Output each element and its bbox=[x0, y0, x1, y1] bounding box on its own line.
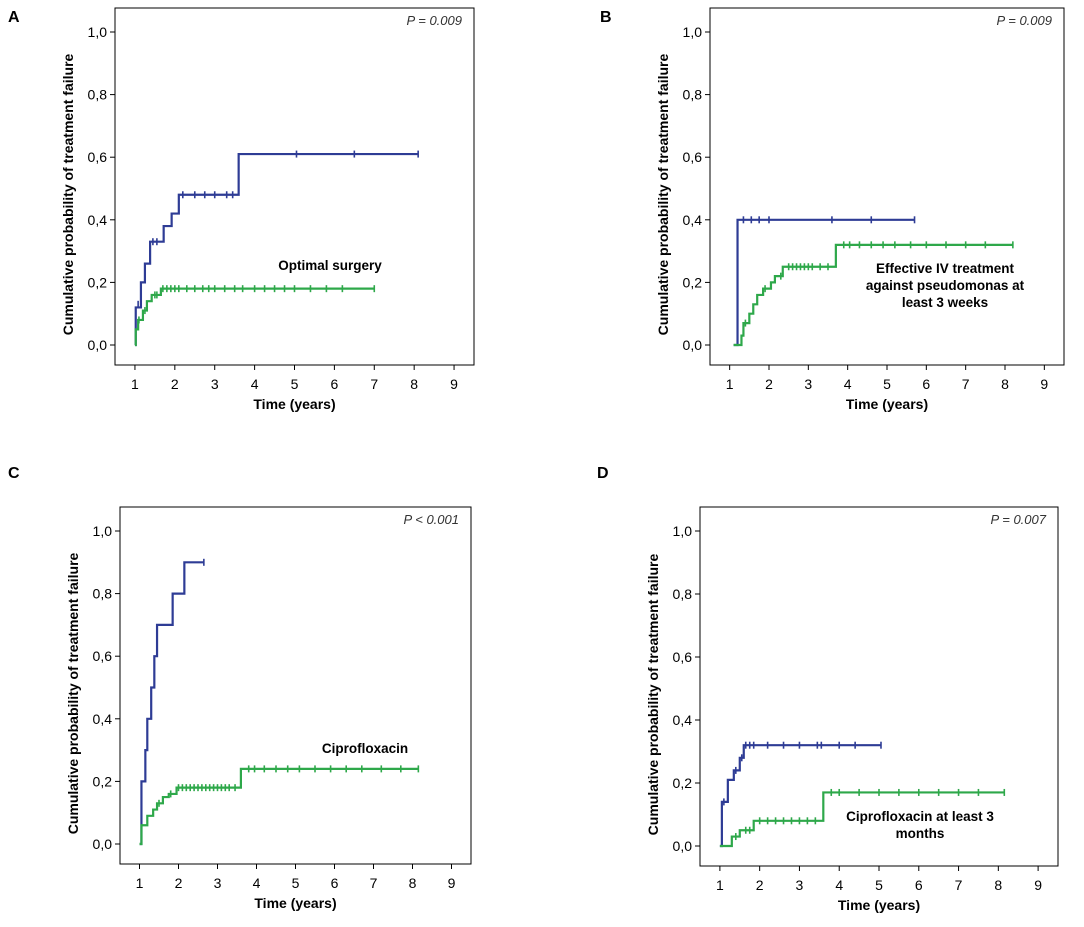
x-axis-label: Time (years) bbox=[254, 895, 336, 911]
x-tick-label: 8 bbox=[1001, 376, 1009, 392]
y-tick-label: 1,0 bbox=[93, 523, 113, 539]
x-tick-label: 9 bbox=[450, 376, 458, 392]
x-tick-label: 6 bbox=[330, 376, 338, 392]
y-tick-label: 0,6 bbox=[673, 649, 693, 665]
x-tick-label: 2 bbox=[171, 376, 179, 392]
y-tick-label: 0,0 bbox=[683, 337, 703, 353]
x-axis-label: Time (years) bbox=[253, 396, 335, 412]
annotation-text: months bbox=[896, 826, 945, 841]
x-tick-label: 3 bbox=[211, 376, 219, 392]
x-tick-label: 8 bbox=[409, 875, 417, 891]
x-tick-label: 5 bbox=[883, 376, 891, 392]
y-tick-label: 0,6 bbox=[88, 149, 108, 165]
x-tick-label: 8 bbox=[410, 376, 418, 392]
x-tick-label: 3 bbox=[796, 877, 804, 893]
y-tick-label: 0,4 bbox=[88, 212, 108, 228]
x-tick-label: 4 bbox=[253, 875, 261, 891]
y-tick-label: 0,0 bbox=[673, 838, 693, 854]
x-axis-label: Time (years) bbox=[846, 396, 928, 412]
x-tick-label: 3 bbox=[804, 376, 812, 392]
x-tick-label: 4 bbox=[844, 376, 852, 392]
p-value-label: P = 0.009 bbox=[406, 13, 462, 28]
panel-b: B P = 0.009 0,0 0,2 0,4 0,6 0,8 1,0 1 2 3 4 5 6 7 8 9 Tim… bbox=[600, 7, 1065, 412]
series-line-blue bbox=[719, 744, 881, 848]
plot-frame bbox=[119, 506, 472, 865]
y-tick-label: 0,2 bbox=[88, 274, 108, 290]
panel-letter: C bbox=[8, 465, 20, 482]
y-tick-label: 1,0 bbox=[673, 523, 693, 539]
y-axis-label: Cumulative probability of treatment fail… bbox=[60, 53, 76, 335]
x-tick-label: 7 bbox=[962, 376, 970, 392]
annotation-text: least 3 weeks bbox=[902, 295, 988, 310]
series-line-blue bbox=[134, 152, 419, 347]
y-tick-label: 0,0 bbox=[88, 337, 108, 353]
annotation-text: Effective IV treatment bbox=[876, 261, 1015, 276]
y-tick-label: 1,0 bbox=[88, 24, 108, 40]
x-axis-label: Time (years) bbox=[838, 897, 920, 913]
annotation-text: against pseudomonas at bbox=[866, 278, 1025, 293]
x-tick-label: 1 bbox=[726, 376, 734, 392]
y-tick-label: 0,2 bbox=[683, 274, 703, 290]
y-tick-label: 0,4 bbox=[93, 711, 113, 727]
x-tick-label: 6 bbox=[331, 875, 339, 891]
p-value-label: P < 0.001 bbox=[403, 512, 459, 527]
plot-frame bbox=[114, 7, 475, 366]
x-tick-label: 3 bbox=[214, 875, 222, 891]
y-tick-label: 0,6 bbox=[93, 648, 113, 664]
y-tick-label: 0,2 bbox=[93, 773, 113, 789]
x-tick-label: 9 bbox=[1034, 877, 1042, 893]
x-tick-label: 5 bbox=[875, 877, 883, 893]
y-tick-label: 0,4 bbox=[683, 212, 703, 228]
y-tick-label: 0,4 bbox=[673, 712, 693, 728]
x-tick-label: 1 bbox=[136, 875, 144, 891]
y-tick-label: 0,8 bbox=[93, 586, 113, 602]
x-tick-label: 9 bbox=[448, 875, 456, 891]
x-tick-label: 2 bbox=[175, 875, 183, 891]
x-tick-label: 1 bbox=[716, 877, 724, 893]
x-tick-label: 6 bbox=[915, 877, 923, 893]
annotation-text: Optimal surgery bbox=[278, 258, 382, 273]
panel-d: D P = 0.007 0,0 0,2 0,4 0,6 0,8 1,0 1 2 3 4 5 6 7 8 9 Tim… bbox=[597, 465, 1059, 913]
x-tick-label: 2 bbox=[765, 376, 773, 392]
plot-frame bbox=[709, 7, 1065, 366]
x-tick-label: 5 bbox=[292, 875, 300, 891]
x-tick-label: 8 bbox=[994, 877, 1002, 893]
x-tick-label: 7 bbox=[370, 376, 378, 392]
y-tick-label: 0,2 bbox=[673, 775, 693, 791]
y-tick-label: 1,0 bbox=[683, 24, 703, 40]
y-tick-label: 0,8 bbox=[88, 87, 108, 103]
x-tick-label: 7 bbox=[955, 877, 963, 893]
panel-letter: D bbox=[597, 465, 609, 482]
annotation-text: Ciprofloxacin bbox=[322, 741, 408, 756]
y-axis-label: Cumulative probability of treatment fail… bbox=[655, 53, 671, 335]
series-line-green bbox=[719, 791, 1005, 848]
y-tick-label: 0,6 bbox=[683, 149, 703, 165]
x-tick-label: 9 bbox=[1040, 376, 1048, 392]
panel-letter: A bbox=[8, 9, 20, 26]
series-line-green bbox=[139, 767, 419, 846]
x-tick-label: 1 bbox=[131, 376, 139, 392]
series-line-blue bbox=[139, 561, 204, 846]
p-value-label: P = 0.007 bbox=[990, 512, 1046, 527]
x-tick-label: 4 bbox=[835, 877, 843, 893]
y-tick-label: 0,8 bbox=[673, 586, 693, 602]
series-line-green bbox=[134, 287, 375, 347]
y-axis-label: Cumulative probability of treatment fail… bbox=[645, 553, 661, 835]
panel-c: C P < 0.001 0,0 0,2 0,4 0,6 0,8 1,0 1 2 3 4 5 6 7 8 9 Tim… bbox=[8, 465, 472, 911]
x-tick-label: 2 bbox=[756, 877, 764, 893]
x-tick-label: 6 bbox=[922, 376, 930, 392]
x-tick-label: 5 bbox=[291, 376, 299, 392]
p-value-label: P = 0.009 bbox=[996, 13, 1052, 28]
panel-a: A P = 0.009 0,0 0,2 0,4 0,6 0,8 1,0 1 2 3 4 5 6 7 8 9 Tim… bbox=[8, 7, 475, 412]
y-tick-label: 0,0 bbox=[93, 836, 113, 852]
x-tick-label: 4 bbox=[251, 376, 259, 392]
x-tick-label: 7 bbox=[370, 875, 378, 891]
y-axis-label: Cumulative probability of treatment fail… bbox=[65, 552, 81, 834]
y-tick-label: 0,8 bbox=[683, 87, 703, 103]
series-line-green bbox=[733, 243, 1013, 347]
panel-letter: B bbox=[600, 9, 612, 26]
annotation-text: Ciprofloxacin at least 3 bbox=[846, 809, 994, 824]
